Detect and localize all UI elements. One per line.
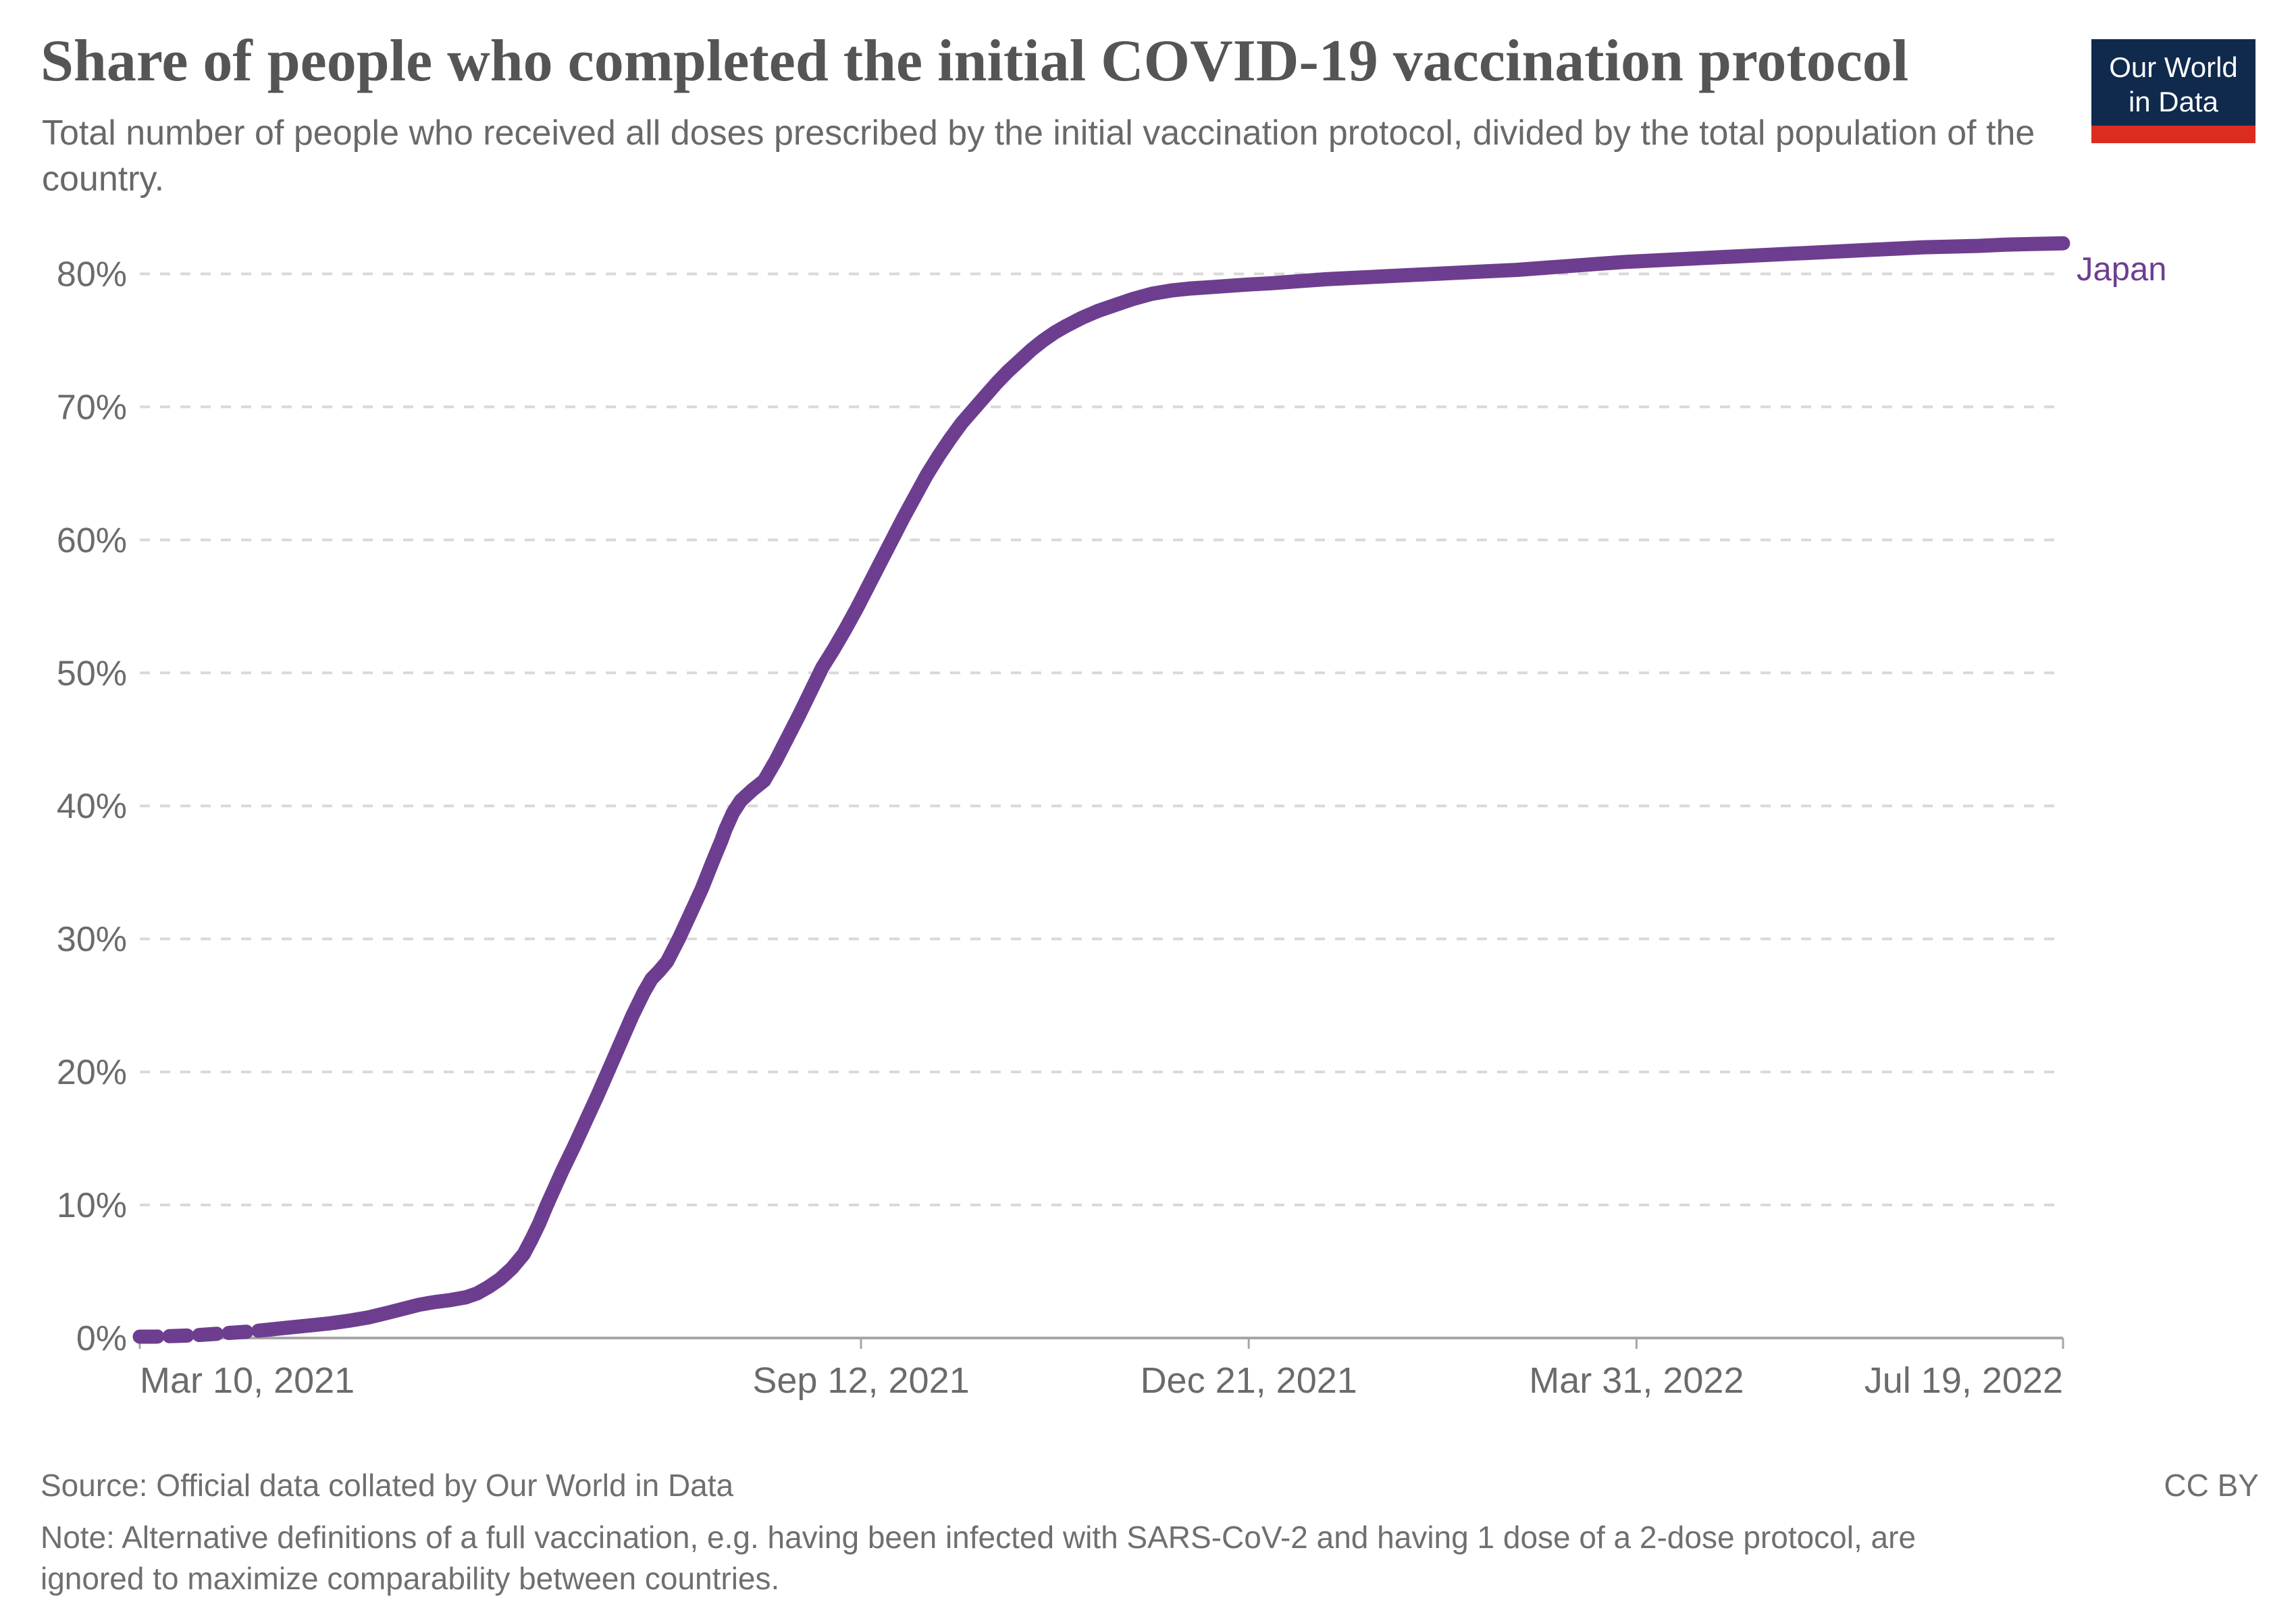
y-axis-tick-label: 20% [57, 1053, 127, 1092]
x-axis-tick-label: Sep 12, 2021 [752, 1360, 969, 1401]
owid-logo-line1: Our World [2109, 51, 2238, 83]
y-axis-labels: 0% 10% 20% 30% 40% 50% 60% 70% 80% [57, 255, 127, 1358]
series-label: Japan [2077, 251, 2167, 288]
y-axis-tick-label: 10% [57, 1186, 127, 1225]
chart-subtitle: Total number of people who received all … [42, 113, 2035, 199]
y-axis-tick-label: 50% [57, 654, 127, 693]
x-axis-ticks: Mar 10, 2021 Sep 12, 2021 Dec 21, 2021 Mar … [138, 1338, 2064, 1401]
source-text: Source: Official data collated by Our Wo… [41, 1468, 734, 1503]
chart-title: Share of people who completed the initia… [41, 28, 1909, 94]
owid-logo-line2: in Data [2128, 86, 2219, 118]
note-line2: ignored to maximize comparability betwee… [41, 1560, 780, 1596]
note-line1: Note: Alternative definitions of a full … [41, 1520, 1916, 1555]
y-gridlines [140, 272, 2063, 1339]
y-axis-tick-label: 40% [57, 787, 127, 826]
note-text: Note: Alternative definitions of a full … [41, 1517, 2161, 1599]
y-axis-tick-label: 0% [76, 1319, 127, 1358]
series-line-sparse-segment [132, 1322, 279, 1344]
series-line [264, 236, 2070, 1337]
y-axis-tick-label: 70% [57, 388, 127, 427]
x-axis-tick-label: Jul 19, 2022 [1864, 1360, 2063, 1401]
x-axis-tick-label: Mar 10, 2021 [140, 1360, 355, 1401]
x-axis-tick-label: Mar 31, 2022 [1529, 1360, 1744, 1401]
license-text[interactable]: CC BY [2164, 1468, 2259, 1503]
y-axis-tick-label: 30% [57, 920, 127, 959]
y-axis-tick-label: 80% [57, 255, 127, 294]
series-japan [132, 236, 2070, 1344]
y-axis-tick-label: 60% [57, 521, 127, 560]
x-axis-tick-label: Dec 21, 2021 [1141, 1360, 1357, 1401]
owid-logo[interactable]: Our World in Data [2091, 39, 2255, 144]
